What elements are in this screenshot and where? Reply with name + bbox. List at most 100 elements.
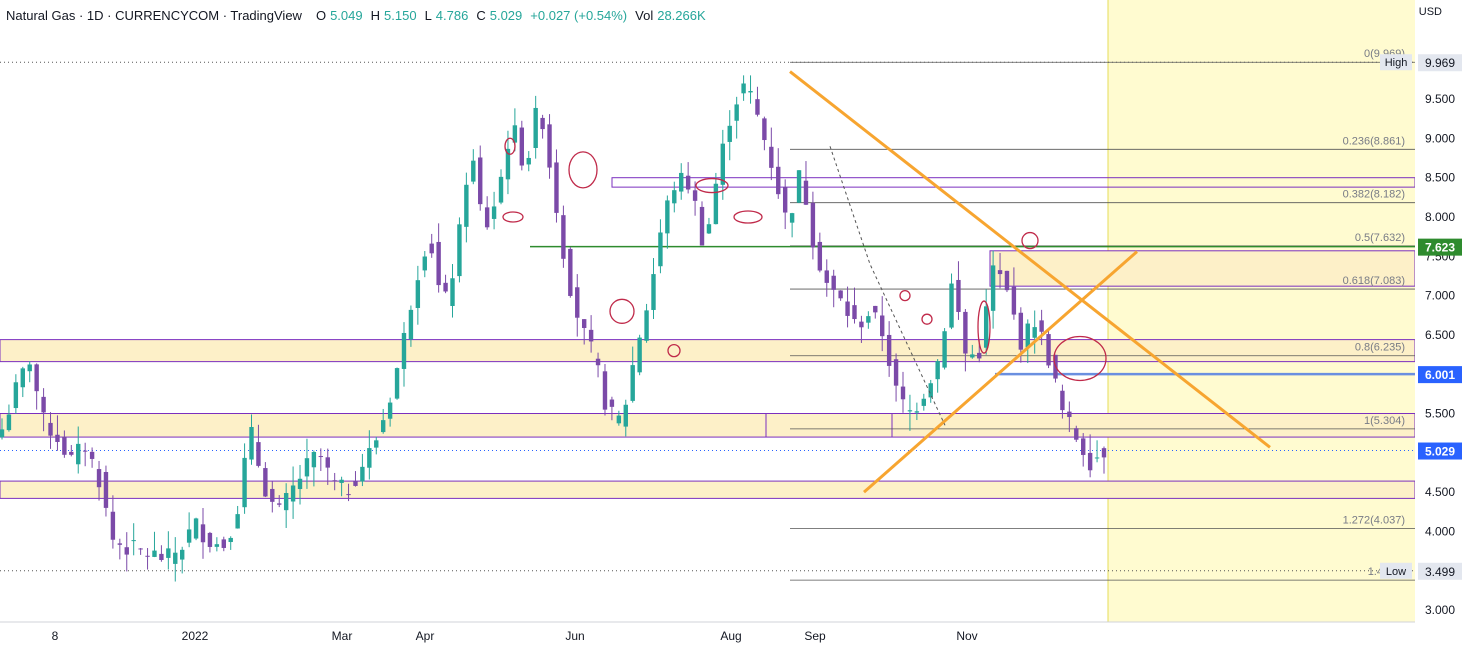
candle-body [131, 540, 136, 542]
candle-body [852, 305, 857, 320]
candle-body [734, 104, 739, 121]
candle-body [1087, 452, 1093, 471]
candle-body [415, 280, 421, 308]
candle-body [374, 440, 379, 448]
candle-body [263, 468, 268, 497]
highlight-ellipse [502, 211, 524, 223]
fib-level-label: 1.272(4.037) [1343, 514, 1405, 526]
candle-body [845, 301, 850, 316]
highlight-ellipse [667, 343, 681, 358]
close-value: 5.029 [489, 8, 523, 23]
candle-body [235, 514, 240, 529]
time-tick-label: Sep [804, 629, 826, 643]
candle-body [1004, 270, 1010, 291]
candle-body [1101, 448, 1107, 458]
candle-body [796, 170, 802, 203]
support-zone [0, 480, 1416, 499]
price-tick-label: 3.000 [1425, 603, 1455, 617]
candle-body [505, 148, 511, 180]
candle-body [76, 443, 81, 465]
candle-body [436, 241, 441, 286]
candle-body [685, 175, 691, 190]
candle-body [859, 321, 864, 328]
low-value: 4.786 [435, 8, 469, 23]
candle-body [914, 411, 920, 413]
candle-body [1094, 457, 1100, 459]
descending-trendline [789, 70, 1271, 449]
candle-body [1081, 438, 1086, 455]
time-tick-label: 2022 [182, 629, 209, 643]
candle-body [408, 309, 414, 340]
candle-body [491, 206, 497, 219]
candle-body [429, 243, 434, 254]
currency-label: USD [1418, 6, 1442, 18]
candle-body [387, 402, 393, 419]
candle-body [810, 202, 816, 248]
candle-body [880, 315, 885, 337]
candle-body [1067, 411, 1072, 418]
highlight-ellipse [609, 298, 635, 324]
highlight-ellipse [977, 300, 991, 354]
candle-body [893, 359, 899, 386]
price-tick-label: 9.000 [1425, 131, 1455, 145]
candle-body [942, 331, 947, 368]
candle-body [907, 410, 913, 412]
candle-body [540, 117, 545, 130]
candle-body [0, 429, 5, 438]
candle-body [886, 334, 892, 366]
candle-body [769, 146, 774, 168]
candle-body [96, 469, 102, 488]
candle-body [27, 364, 32, 372]
candle-body [89, 451, 95, 459]
fib-level-label: 0.5(7.632) [1355, 232, 1405, 244]
projection-path [829, 146, 946, 426]
price-tag [1418, 366, 1462, 384]
candle-body [443, 282, 448, 292]
highlight-ellipse [1021, 231, 1039, 250]
candle-body [956, 279, 961, 312]
hl-marker-box [1380, 562, 1412, 579]
candle-body [1046, 334, 1051, 366]
candle-body [69, 451, 74, 455]
candle-body [103, 471, 109, 508]
candle-body [180, 549, 185, 560]
candle-body [242, 457, 247, 508]
symbol-title[interactable]: Natural Gas · 1D · CURRENCYCOM · Trading… [6, 8, 302, 23]
support-zone [0, 339, 1416, 363]
candle-body [519, 127, 525, 166]
candle-body [679, 172, 684, 192]
candle-body [110, 511, 116, 540]
candle-body [748, 91, 753, 93]
time-tick-label: Mar [332, 629, 353, 643]
candle-body [727, 125, 732, 142]
symbol-legend: Natural Gas · 1D · CURRENCYCOM · Trading… [6, 8, 710, 23]
price-tick-label: 8.500 [1425, 171, 1455, 185]
future-area [1108, 0, 1415, 622]
candle-body [124, 547, 129, 555]
candle-body [221, 539, 226, 548]
candle-body [782, 187, 788, 213]
candle-body [186, 529, 192, 543]
candle-body [1039, 320, 1044, 332]
price-tick-label: 7.000 [1425, 289, 1455, 303]
candle-body [325, 457, 330, 468]
close-label: C [476, 8, 486, 23]
price-tag [1418, 442, 1462, 460]
candle-body [422, 256, 427, 271]
time-tick-label: 8 [52, 629, 59, 643]
candle-body [1011, 286, 1017, 315]
support-zone [0, 413, 1416, 438]
candle-body [145, 555, 150, 557]
candle-body [630, 365, 635, 401]
candle-body [41, 396, 46, 413]
high-label: H [370, 8, 381, 23]
candle-body [637, 337, 642, 373]
candle-body [367, 448, 372, 468]
candle-body [138, 548, 143, 550]
open-value: 5.049 [330, 8, 363, 23]
candle-body [949, 283, 954, 328]
candle-body [755, 99, 760, 115]
candle-body [824, 270, 829, 283]
